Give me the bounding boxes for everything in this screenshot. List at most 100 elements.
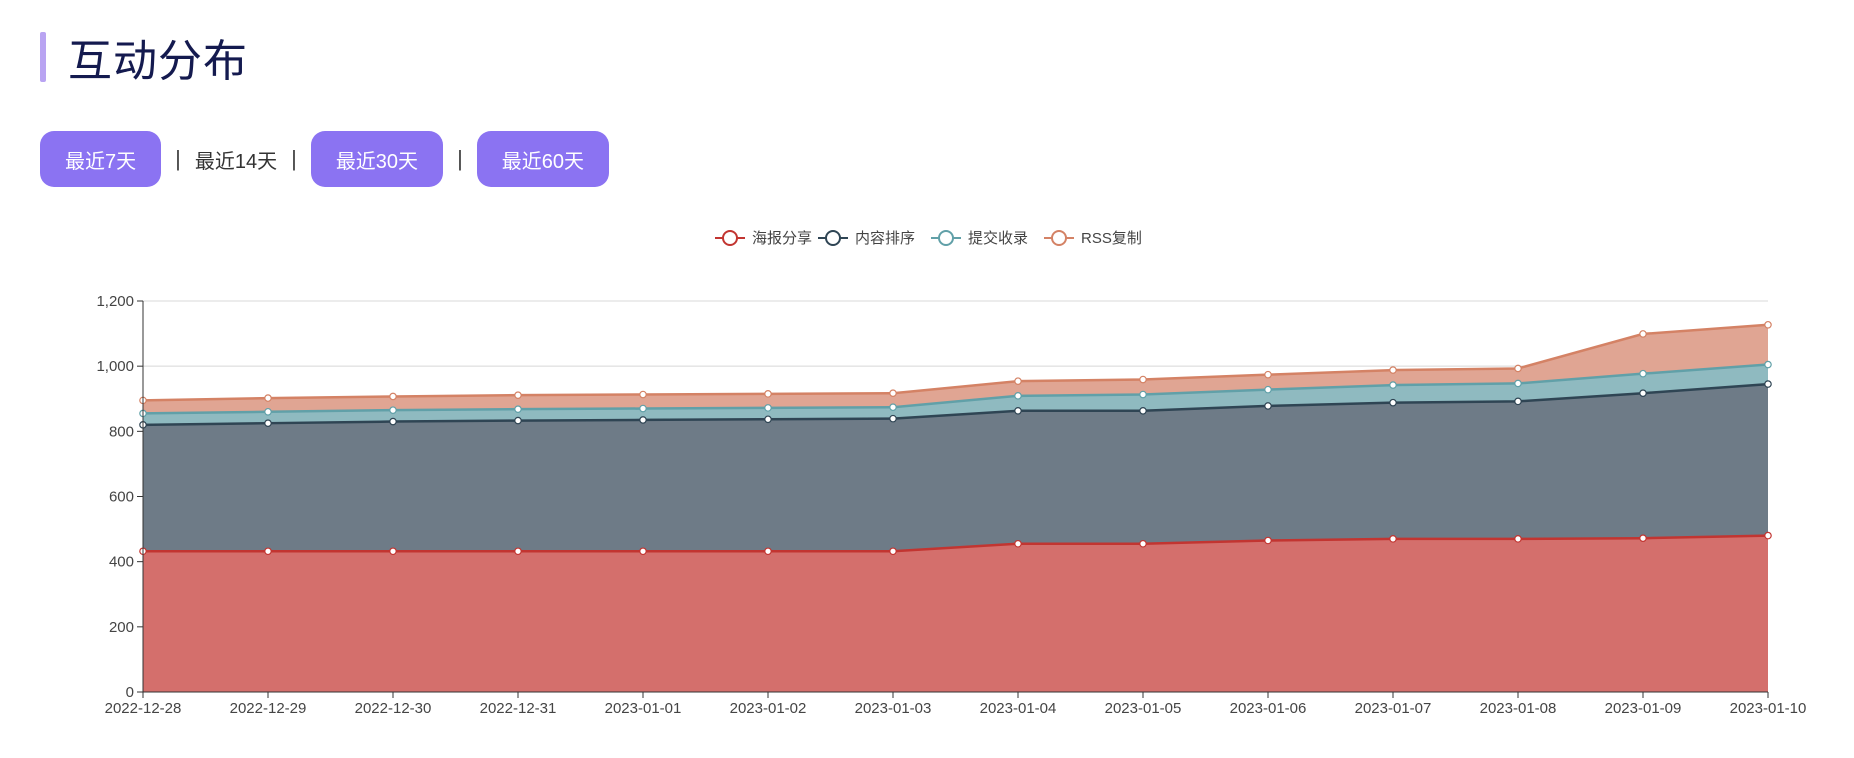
- legend-circle-icon: [938, 230, 954, 246]
- data-point: [1514, 364, 1522, 373]
- x-tick-label: 2023-01-01: [605, 700, 682, 717]
- data-point: [1514, 535, 1522, 543]
- data-point: [264, 394, 272, 402]
- data-point: [1014, 407, 1022, 415]
- range-30-days-button[interactable]: 最近30天: [310, 131, 444, 187]
- data-point: [764, 547, 772, 556]
- legend-label: RSS复制: [1081, 229, 1142, 247]
- y-tick-label: 1,200: [96, 293, 134, 310]
- range-separator: |: [291, 146, 297, 171]
- legend-label: 提交收录: [968, 229, 1028, 247]
- data-point: [1389, 398, 1397, 407]
- data-point: [1389, 535, 1397, 543]
- range-60-days-button[interactable]: 最近60天: [476, 131, 610, 187]
- x-tick-label: 2023-01-06: [1230, 700, 1307, 717]
- legend-label: 内容排序: [855, 230, 915, 247]
- x-tick-label: 2022-12-29: [230, 700, 307, 717]
- data-point: [889, 403, 897, 412]
- data-point: [514, 405, 522, 413]
- legend-circle-icon: [722, 230, 738, 246]
- series-area: [143, 535, 1768, 692]
- legend-item: 内容排序: [818, 230, 915, 247]
- legend-item: RSS复制: [1044, 229, 1142, 247]
- data-point: [389, 417, 397, 426]
- range-separator: |: [175, 146, 181, 171]
- data-point: [1014, 377, 1022, 385]
- data-point: [1764, 320, 1772, 329]
- data-point: [264, 419, 272, 427]
- data-point: [1139, 539, 1147, 548]
- data-point: [514, 416, 522, 425]
- data-point: [264, 547, 272, 556]
- legend-label: 海报分享: [752, 230, 812, 247]
- series-area: [143, 384, 1768, 552]
- data-point: [889, 389, 897, 398]
- data-point: [764, 404, 772, 412]
- x-tick-label: 2023-01-10: [1730, 700, 1807, 717]
- data-point: [764, 415, 772, 424]
- data-point: [1264, 385, 1272, 394]
- y-tick-label: 1,000: [96, 358, 134, 375]
- series-area: [143, 324, 1768, 414]
- x-tick-label: 2022-12-30: [355, 700, 432, 717]
- data-point: [764, 390, 772, 398]
- data-point: [889, 414, 897, 423]
- data-point: [389, 406, 397, 414]
- date-range-selector: 最近7天 | 最近14天 | 最近30天 | 最近60天: [40, 131, 610, 187]
- data-point: [1639, 369, 1647, 378]
- x-tick-label: 2023-01-04: [980, 700, 1057, 717]
- x-tick-label: 2023-01-09: [1605, 700, 1682, 717]
- data-point: [1389, 381, 1397, 389]
- data-point: [1014, 539, 1022, 548]
- series-line: [142, 323, 1769, 402]
- page-header: 互动分布: [40, 32, 248, 86]
- range-14-days-button[interactable]: 最近14天: [194, 150, 278, 173]
- data-point: [1764, 360, 1772, 369]
- data-point: [1764, 531, 1772, 540]
- range-7-days-button[interactable]: 最近7天: [40, 131, 162, 187]
- y-tick-label: 0: [126, 684, 134, 701]
- x-tick-label: 2022-12-31: [480, 700, 557, 717]
- data-point: [639, 390, 647, 399]
- range-separator: |: [457, 146, 463, 171]
- legend-circle-icon: [825, 230, 841, 246]
- series-line: [142, 363, 1769, 415]
- data-point: [1639, 389, 1647, 398]
- data-point: [1014, 392, 1022, 400]
- data-point: [1264, 370, 1272, 379]
- data-point: [1264, 536, 1272, 545]
- x-tick-label: 2023-01-05: [1105, 700, 1182, 717]
- series-line: [142, 382, 1769, 427]
- data-point: [639, 416, 647, 424]
- data-point: [889, 547, 897, 556]
- data-point: [1139, 407, 1147, 415]
- data-point: [1639, 534, 1647, 543]
- data-point: [639, 404, 647, 413]
- y-tick-label: 200: [109, 619, 134, 636]
- data-point: [514, 547, 522, 556]
- series-line: [143, 534, 1769, 553]
- title-accent-bar: [40, 32, 46, 82]
- data-point: [1264, 402, 1272, 410]
- legend-item: 海报分享: [715, 230, 812, 247]
- legend-circle-icon: [1051, 230, 1067, 246]
- data-point: [1139, 375, 1147, 384]
- x-tick-label: 2023-01-03: [855, 700, 932, 717]
- data-point: [1389, 366, 1397, 374]
- data-point: [514, 391, 522, 399]
- y-tick-label: 600: [109, 489, 134, 506]
- y-tick-label: 800: [109, 423, 134, 440]
- legend-item: 提交收录: [931, 229, 1028, 247]
- data-point: [1139, 390, 1147, 399]
- data-point: [1514, 397, 1522, 406]
- data-point: [1639, 330, 1647, 338]
- data-point: [1514, 379, 1522, 388]
- x-tick-label: 2023-01-02: [730, 700, 807, 717]
- data-point: [1764, 380, 1772, 388]
- y-tick-label: 400: [109, 554, 134, 571]
- data-point: [389, 392, 397, 401]
- data-point: [639, 547, 647, 556]
- x-tick-label: 2022-12-28: [105, 700, 182, 717]
- x-tick-label: 2023-01-08: [1480, 700, 1557, 717]
